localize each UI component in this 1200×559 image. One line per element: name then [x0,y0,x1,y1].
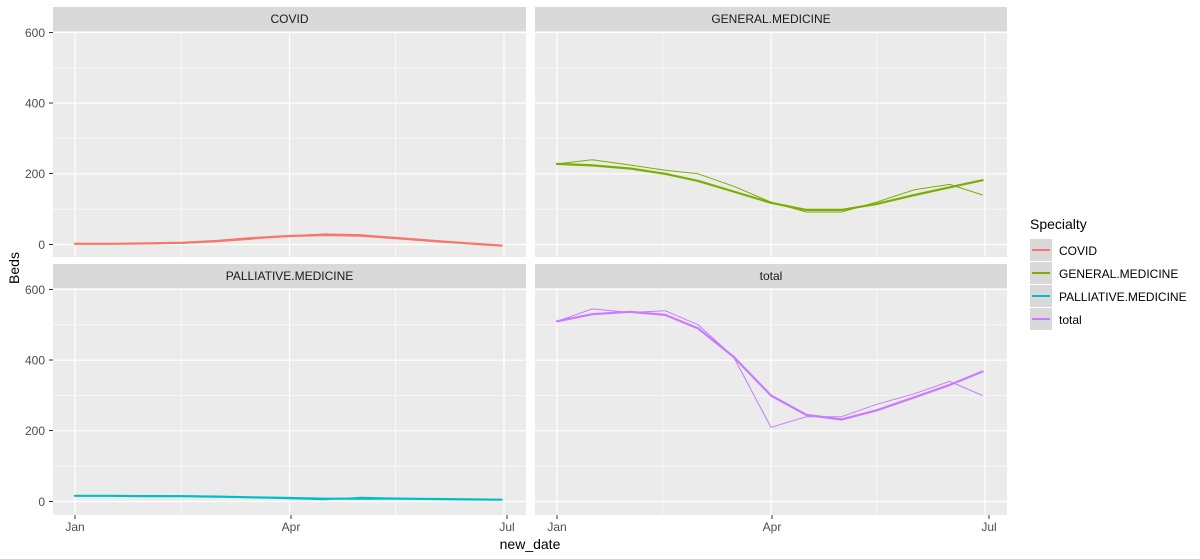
facet-general-medicine: GENERAL.MEDICINE [535,7,1007,257]
strip-label-total: total [760,269,783,283]
facet-total: total [535,264,1007,515]
legend-label-total: total [1059,313,1082,327]
x-tick-label: Jan [547,520,566,534]
x-axis-title: new_date [500,536,561,552]
grid-general-medicine [535,31,1007,257]
y-tick-label: 200 [25,424,45,438]
strip-total [535,264,1007,288]
x-axis-left: Jan Apr Jul [65,520,514,534]
y-tick-label: 400 [25,354,45,368]
smooth-line-palliative-medicine [73,494,503,501]
legend: Specialty COVID GENERAL.MEDICINE PALLIAT… [1030,216,1187,330]
grid-covid [53,31,526,257]
x-tick-label: Jul [981,520,996,534]
y-axis-bottom: 600 400 200 0 [25,283,45,509]
legend-label-general-medicine: GENERAL.MEDICINE [1059,267,1178,281]
grid-palliative-medicine [53,288,526,515]
smooth-line-total [555,310,984,421]
y-tick-label: 600 [25,26,45,40]
strip-palliative-medicine [53,264,526,288]
x-tick-label: Apr [282,520,301,534]
y-tick-label: 400 [25,97,45,111]
series-general-medicine [555,159,984,213]
smooth-line-general-medicine [555,162,984,211]
smooth-line-covid [73,233,503,247]
y-axis-top: 600 400 200 0 [25,26,45,252]
y-tick-label: 0 [38,495,45,509]
series-covid [73,233,503,247]
y-tick-label: 200 [25,167,45,181]
series-palliative-medicine [73,494,503,501]
x-tick-label: Apr [763,520,782,534]
facet-palliative-medicine: PALLIATIVE.MEDICINE [53,264,526,515]
facet-covid: COVID [53,7,526,257]
x-axis-right: Jan Apr Jul [547,520,996,534]
strip-covid [53,7,526,31]
x-tick-label: Jul [499,520,514,534]
strip-label-general-medicine: GENERAL.MEDICINE [711,12,830,26]
y-tick-label: 600 [25,283,45,297]
legend-label-palliative-medicine: PALLIATIVE.MEDICINE [1059,290,1187,304]
y-axis-title: Beds [6,252,22,284]
legend-label-covid: COVID [1059,244,1097,258]
series-total [555,308,984,428]
strip-label-covid: COVID [270,12,308,26]
strip-label-palliative-medicine: PALLIATIVE.MEDICINE [226,269,354,283]
strip-general-medicine [535,7,1007,31]
y-tick-label: 0 [38,238,45,252]
x-tick-label: Jan [65,520,84,534]
y-tick-marks [49,32,53,502]
x-tick-marks [74,515,990,519]
legend-title: Specialty [1030,216,1087,232]
